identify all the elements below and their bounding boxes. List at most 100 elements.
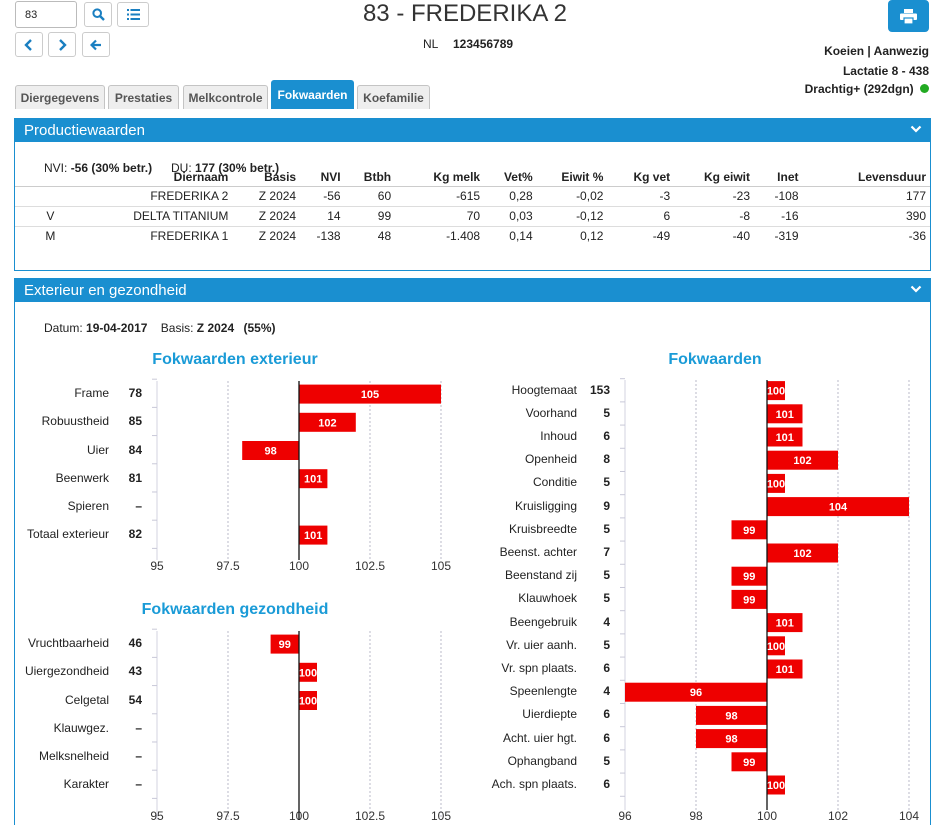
category-label: Klauwhoek bbox=[518, 591, 577, 606]
category-count: 5 bbox=[603, 591, 610, 606]
category-count: – bbox=[135, 748, 142, 763]
category-count: 6 bbox=[603, 429, 610, 443]
category-count: 5 bbox=[603, 637, 610, 652]
category-count: 82 bbox=[128, 527, 142, 542]
table-cell: -56 bbox=[300, 186, 345, 207]
tab-prestaties[interactable]: Prestaties bbox=[108, 85, 179, 109]
production-panel-header[interactable]: Productiewaarden bbox=[15, 119, 930, 142]
category-label: Voorhand bbox=[525, 405, 577, 420]
category-count: 4 bbox=[603, 684, 610, 699]
column-header bbox=[15, 169, 86, 187]
basis-value: Z 2024 bbox=[196, 321, 235, 335]
table-cell: -23 bbox=[674, 186, 754, 207]
table-cell: 0,14 bbox=[509, 229, 533, 244]
table-row: M FREDERIKA 1 Z 2024 -138 48 -1.408 0,14 0,12 -4… bbox=[15, 226, 930, 246]
category-count: 6 bbox=[603, 730, 610, 745]
exterior-panel-header[interactable]: Exterieur en gezondheid bbox=[15, 279, 930, 302]
category-label: Inhoud bbox=[540, 429, 577, 443]
table-cell: -36 bbox=[908, 229, 926, 244]
table-cell: DELTA TITANIUM bbox=[85, 206, 233, 227]
tab-melkcontrole[interactable]: Melkcontrole bbox=[183, 85, 268, 109]
chevron-right-icon bbox=[59, 38, 67, 51]
tab-diergegevens[interactable]: Diergegevens bbox=[15, 85, 105, 109]
table-cell: -49 bbox=[652, 229, 671, 244]
chart-title-fokwaarden: Fokwaarden bbox=[668, 351, 762, 368]
table-cell: -108 bbox=[754, 186, 803, 207]
print-button[interactable] bbox=[888, 0, 929, 32]
search-icon bbox=[91, 8, 105, 21]
category-count: 54 bbox=[128, 692, 142, 707]
table-cell: 48 bbox=[377, 229, 392, 244]
search-input[interactable]: 83 bbox=[15, 1, 77, 28]
list-button[interactable] bbox=[117, 2, 149, 27]
date-label: Datum: bbox=[44, 321, 83, 335]
table-cell: 14 bbox=[300, 206, 345, 227]
exterior-panel: Exterieur en gezondheid Datum: 19-04-201… bbox=[14, 278, 931, 825]
nl-number: 123456789 bbox=[453, 37, 514, 51]
category-count: – bbox=[135, 777, 142, 792]
previous-button[interactable] bbox=[15, 32, 43, 57]
basis-percentage: (55%) bbox=[243, 321, 276, 335]
table-cell bbox=[15, 186, 86, 207]
table-cell: M bbox=[45, 229, 56, 244]
search-input-value: 83 bbox=[25, 9, 38, 21]
category-label: Karakter bbox=[63, 777, 109, 792]
category-count: 5 bbox=[603, 521, 610, 536]
table-cell: -0,02 bbox=[536, 186, 608, 207]
table-cell: -138 bbox=[316, 229, 341, 244]
category-count: – bbox=[135, 720, 142, 735]
category-label: Kruisbreedte bbox=[508, 521, 577, 536]
production-panel-title: Productiewaarden bbox=[24, 122, 145, 139]
category-count: 7 bbox=[603, 545, 610, 559]
category-label: Kruisligging bbox=[514, 498, 577, 513]
category-label: Uiergezondheid bbox=[24, 664, 109, 679]
next-button[interactable] bbox=[48, 32, 76, 57]
category-label: Robuustheid bbox=[41, 414, 109, 429]
pregnancy-info: Drachtig+ (292dgn) bbox=[805, 82, 929, 96]
table-cell: Z 2024 bbox=[232, 186, 301, 207]
tab-koefamilie[interactable]: Koefamilie bbox=[357, 85, 430, 109]
table-cell: -615 bbox=[395, 186, 485, 207]
animal-status: Koeien | Aanwezig bbox=[824, 44, 929, 58]
category-label: Beengebruik bbox=[509, 614, 577, 629]
category-label: Vr. uier aanh. bbox=[506, 637, 577, 652]
chart-title-gezondheid: Fokwaarden gezondheid bbox=[141, 601, 329, 618]
search-button[interactable] bbox=[84, 2, 112, 27]
category-label: Frame bbox=[74, 386, 109, 401]
category-label: Beenst. achter bbox=[499, 545, 577, 559]
table-cell: 0,28 bbox=[484, 186, 537, 207]
back-button[interactable] bbox=[82, 32, 110, 57]
table-header-row: Diernaam Basis NVI Btbh Kg melk Vet% Eiwit % Kg… bbox=[15, 169, 930, 187]
category-label: Conditie bbox=[532, 475, 577, 490]
column-header: Diernaam bbox=[85, 169, 233, 187]
table-cell: 6 bbox=[607, 206, 675, 227]
table-cell: FREDERIKA 1 bbox=[150, 229, 229, 244]
print-icon bbox=[900, 8, 917, 24]
table-cell: Z 2024 bbox=[232, 206, 301, 227]
chevron-left-icon bbox=[24, 38, 32, 51]
category-count: 153 bbox=[589, 382, 610, 397]
list-icon bbox=[126, 9, 140, 20]
category-label: Totaal exterieur bbox=[26, 527, 109, 542]
table-cell: V bbox=[15, 206, 86, 227]
category-count: 9 bbox=[603, 498, 610, 513]
tab-fokwaarden[interactable]: Fokwaarden bbox=[271, 80, 354, 109]
column-header: Kg eiwit bbox=[674, 169, 754, 187]
exterior-panel-title: Exterieur en gezondheid bbox=[24, 282, 187, 299]
chevron-down-icon bbox=[910, 125, 922, 133]
category-count: 5 bbox=[603, 405, 610, 420]
table-cell: 99 bbox=[344, 206, 396, 227]
table-cell: -8 bbox=[674, 206, 754, 227]
category-count: 81 bbox=[128, 470, 142, 485]
category-label: Ophangband bbox=[507, 753, 577, 768]
category-count: 5 bbox=[603, 475, 610, 490]
category-count: 43 bbox=[128, 664, 142, 679]
table-cell: 390 bbox=[802, 206, 930, 227]
category-count: 6 bbox=[603, 661, 610, 675]
table-cell: -1.408 bbox=[446, 229, 481, 244]
table-cell: 177 bbox=[802, 186, 930, 207]
table-cell: -0,12 bbox=[536, 206, 608, 227]
category-label: Beenstand zij bbox=[504, 568, 577, 583]
basis-label: Basis: bbox=[160, 321, 194, 335]
category-count: 6 bbox=[603, 707, 610, 722]
